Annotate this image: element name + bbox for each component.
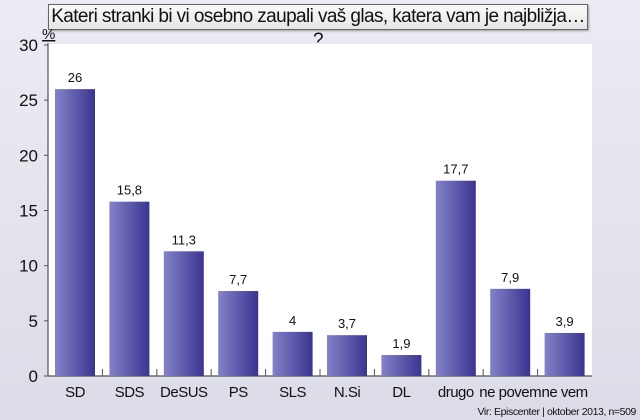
data-label: 4 bbox=[289, 313, 296, 328]
bar-SD bbox=[55, 89, 95, 376]
x-tick-label: PS bbox=[229, 384, 249, 401]
x-tick-label: DeSUS bbox=[160, 384, 208, 401]
y-tick-label: 25 bbox=[19, 91, 38, 110]
bar-ne povem bbox=[490, 288, 531, 376]
data-label: 7,7 bbox=[229, 272, 247, 287]
bar-N.Si bbox=[327, 335, 367, 376]
x-tick-label: ne vem bbox=[541, 384, 587, 401]
bar-SDS bbox=[109, 201, 150, 376]
data-label: 17,7 bbox=[443, 162, 468, 177]
data-label: 7,9 bbox=[501, 270, 519, 285]
x-tick-label: drugo bbox=[438, 384, 474, 401]
bar-SLS bbox=[272, 331, 313, 376]
y-tick-label: 0 bbox=[29, 367, 38, 386]
x-tick-label: DL bbox=[392, 384, 410, 401]
x-tick-label: ne povem bbox=[479, 384, 541, 401]
y-tick-label: 15 bbox=[19, 202, 38, 221]
data-label: 3,7 bbox=[338, 316, 356, 331]
x-tick-label: SD bbox=[65, 384, 86, 401]
data-label: 11,3 bbox=[172, 232, 196, 247]
data-label: 26 bbox=[68, 70, 82, 85]
chart-title: Kateri stranki bi vi osebno zaupali vaš … bbox=[48, 4, 588, 51]
y-tick-label: 20 bbox=[19, 146, 38, 165]
data-label: 15,8 bbox=[117, 183, 142, 198]
data-label: 3,9 bbox=[556, 314, 574, 329]
bar-DeSUS bbox=[163, 251, 204, 376]
y-tick-label: 30 bbox=[19, 36, 38, 55]
x-tick-label: SDS bbox=[115, 384, 145, 401]
bar-drugo bbox=[435, 180, 476, 376]
y-tick-label: 10 bbox=[19, 257, 38, 276]
y-axis-label: % bbox=[42, 26, 55, 43]
bar-DL bbox=[381, 355, 422, 376]
bar-ne vem bbox=[544, 332, 585, 376]
bar-PS bbox=[218, 291, 259, 376]
x-tick-label: N.Si bbox=[334, 384, 361, 401]
data-label: 1,9 bbox=[392, 336, 410, 351]
y-tick-label: 5 bbox=[29, 312, 38, 331]
source-note: Vir: Episcenter | oktober 2013, n=509 bbox=[477, 406, 637, 418]
x-tick-label: SLS bbox=[279, 384, 306, 401]
